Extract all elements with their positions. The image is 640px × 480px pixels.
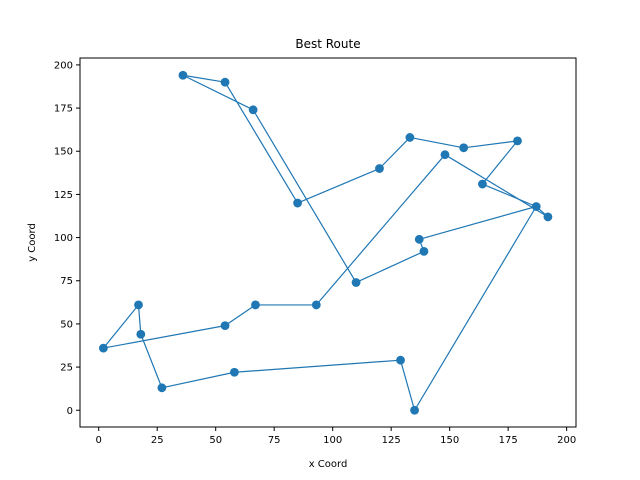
route-point <box>410 405 419 415</box>
route-point <box>513 136 522 146</box>
route-point <box>157 383 167 393</box>
route-point <box>375 164 384 173</box>
x-tick-label: 200 <box>557 435 576 446</box>
route-point <box>531 202 541 211</box>
route-point <box>351 278 361 287</box>
route-segment <box>419 205 537 240</box>
route-point <box>220 77 230 87</box>
x-tick-label: 0 <box>96 435 102 446</box>
chart-title: Best Route <box>295 37 360 51</box>
route-segment <box>444 154 549 218</box>
x-tick-label: 100 <box>323 435 342 446</box>
y-tick-label: 125 <box>54 190 73 201</box>
axes-frame <box>79 57 577 428</box>
x-axis: 0 25 50 75 100 125 150 175 200 <box>96 427 576 446</box>
route-segment <box>234 359 401 373</box>
route-segment <box>182 74 254 111</box>
route-segment <box>379 137 411 169</box>
route-point <box>134 300 143 310</box>
y-tick-label: 75 <box>60 276 73 287</box>
route-point <box>478 179 487 189</box>
route-segment <box>355 250 425 284</box>
y-tick-label: 100 <box>54 233 73 244</box>
route-point <box>136 329 146 339</box>
route-segment <box>224 304 256 327</box>
y-tick-label: 0 <box>67 406 73 417</box>
y-tick-label: 200 <box>54 60 73 71</box>
route-point <box>248 105 258 115</box>
x-tick-label: 150 <box>440 435 459 446</box>
route-segment <box>297 167 380 204</box>
route-point <box>405 133 415 142</box>
x-tick-label: 125 <box>382 435 401 446</box>
route-point <box>459 143 469 153</box>
route-point <box>311 300 321 310</box>
y-tick-label: 50 <box>60 319 73 330</box>
route-segment <box>140 334 163 389</box>
route-segment <box>409 136 464 149</box>
route-point <box>440 150 450 160</box>
y-axis: 0 25 50 75 100 125 150 175 200 <box>54 60 80 417</box>
route-point <box>230 367 239 377</box>
route-segment <box>161 371 235 389</box>
y-axis-label: y Coord <box>27 223 38 262</box>
y-tick-label: 25 <box>60 363 73 374</box>
route-segment <box>252 109 357 283</box>
route-point <box>396 355 405 365</box>
x-tick-label: 25 <box>151 435 164 446</box>
y-tick-label: 150 <box>54 147 73 158</box>
route-point <box>98 343 108 353</box>
route-point <box>251 300 260 310</box>
route-segment <box>399 360 416 411</box>
plot-area <box>98 70 553 415</box>
x-axis-label: x Coord <box>309 459 348 470</box>
route-point <box>419 246 429 256</box>
route-segment <box>102 304 139 349</box>
route-segment <box>481 140 518 185</box>
route-segment <box>482 183 537 208</box>
y-tick-label: 175 <box>54 104 73 115</box>
route-segment <box>137 304 142 335</box>
x-tick-label: 50 <box>209 435 222 446</box>
route-point <box>414 234 424 244</box>
route-segment <box>103 325 226 349</box>
route-point <box>293 198 302 208</box>
x-tick-label: 175 <box>499 435 518 446</box>
route-point <box>220 321 230 331</box>
x-tick-label: 75 <box>268 435 281 446</box>
route-point <box>178 70 188 80</box>
route-segment <box>315 154 446 306</box>
route-segment <box>182 74 226 83</box>
route-point <box>543 212 553 222</box>
route-segment <box>414 206 537 411</box>
route-segment <box>463 140 518 149</box>
